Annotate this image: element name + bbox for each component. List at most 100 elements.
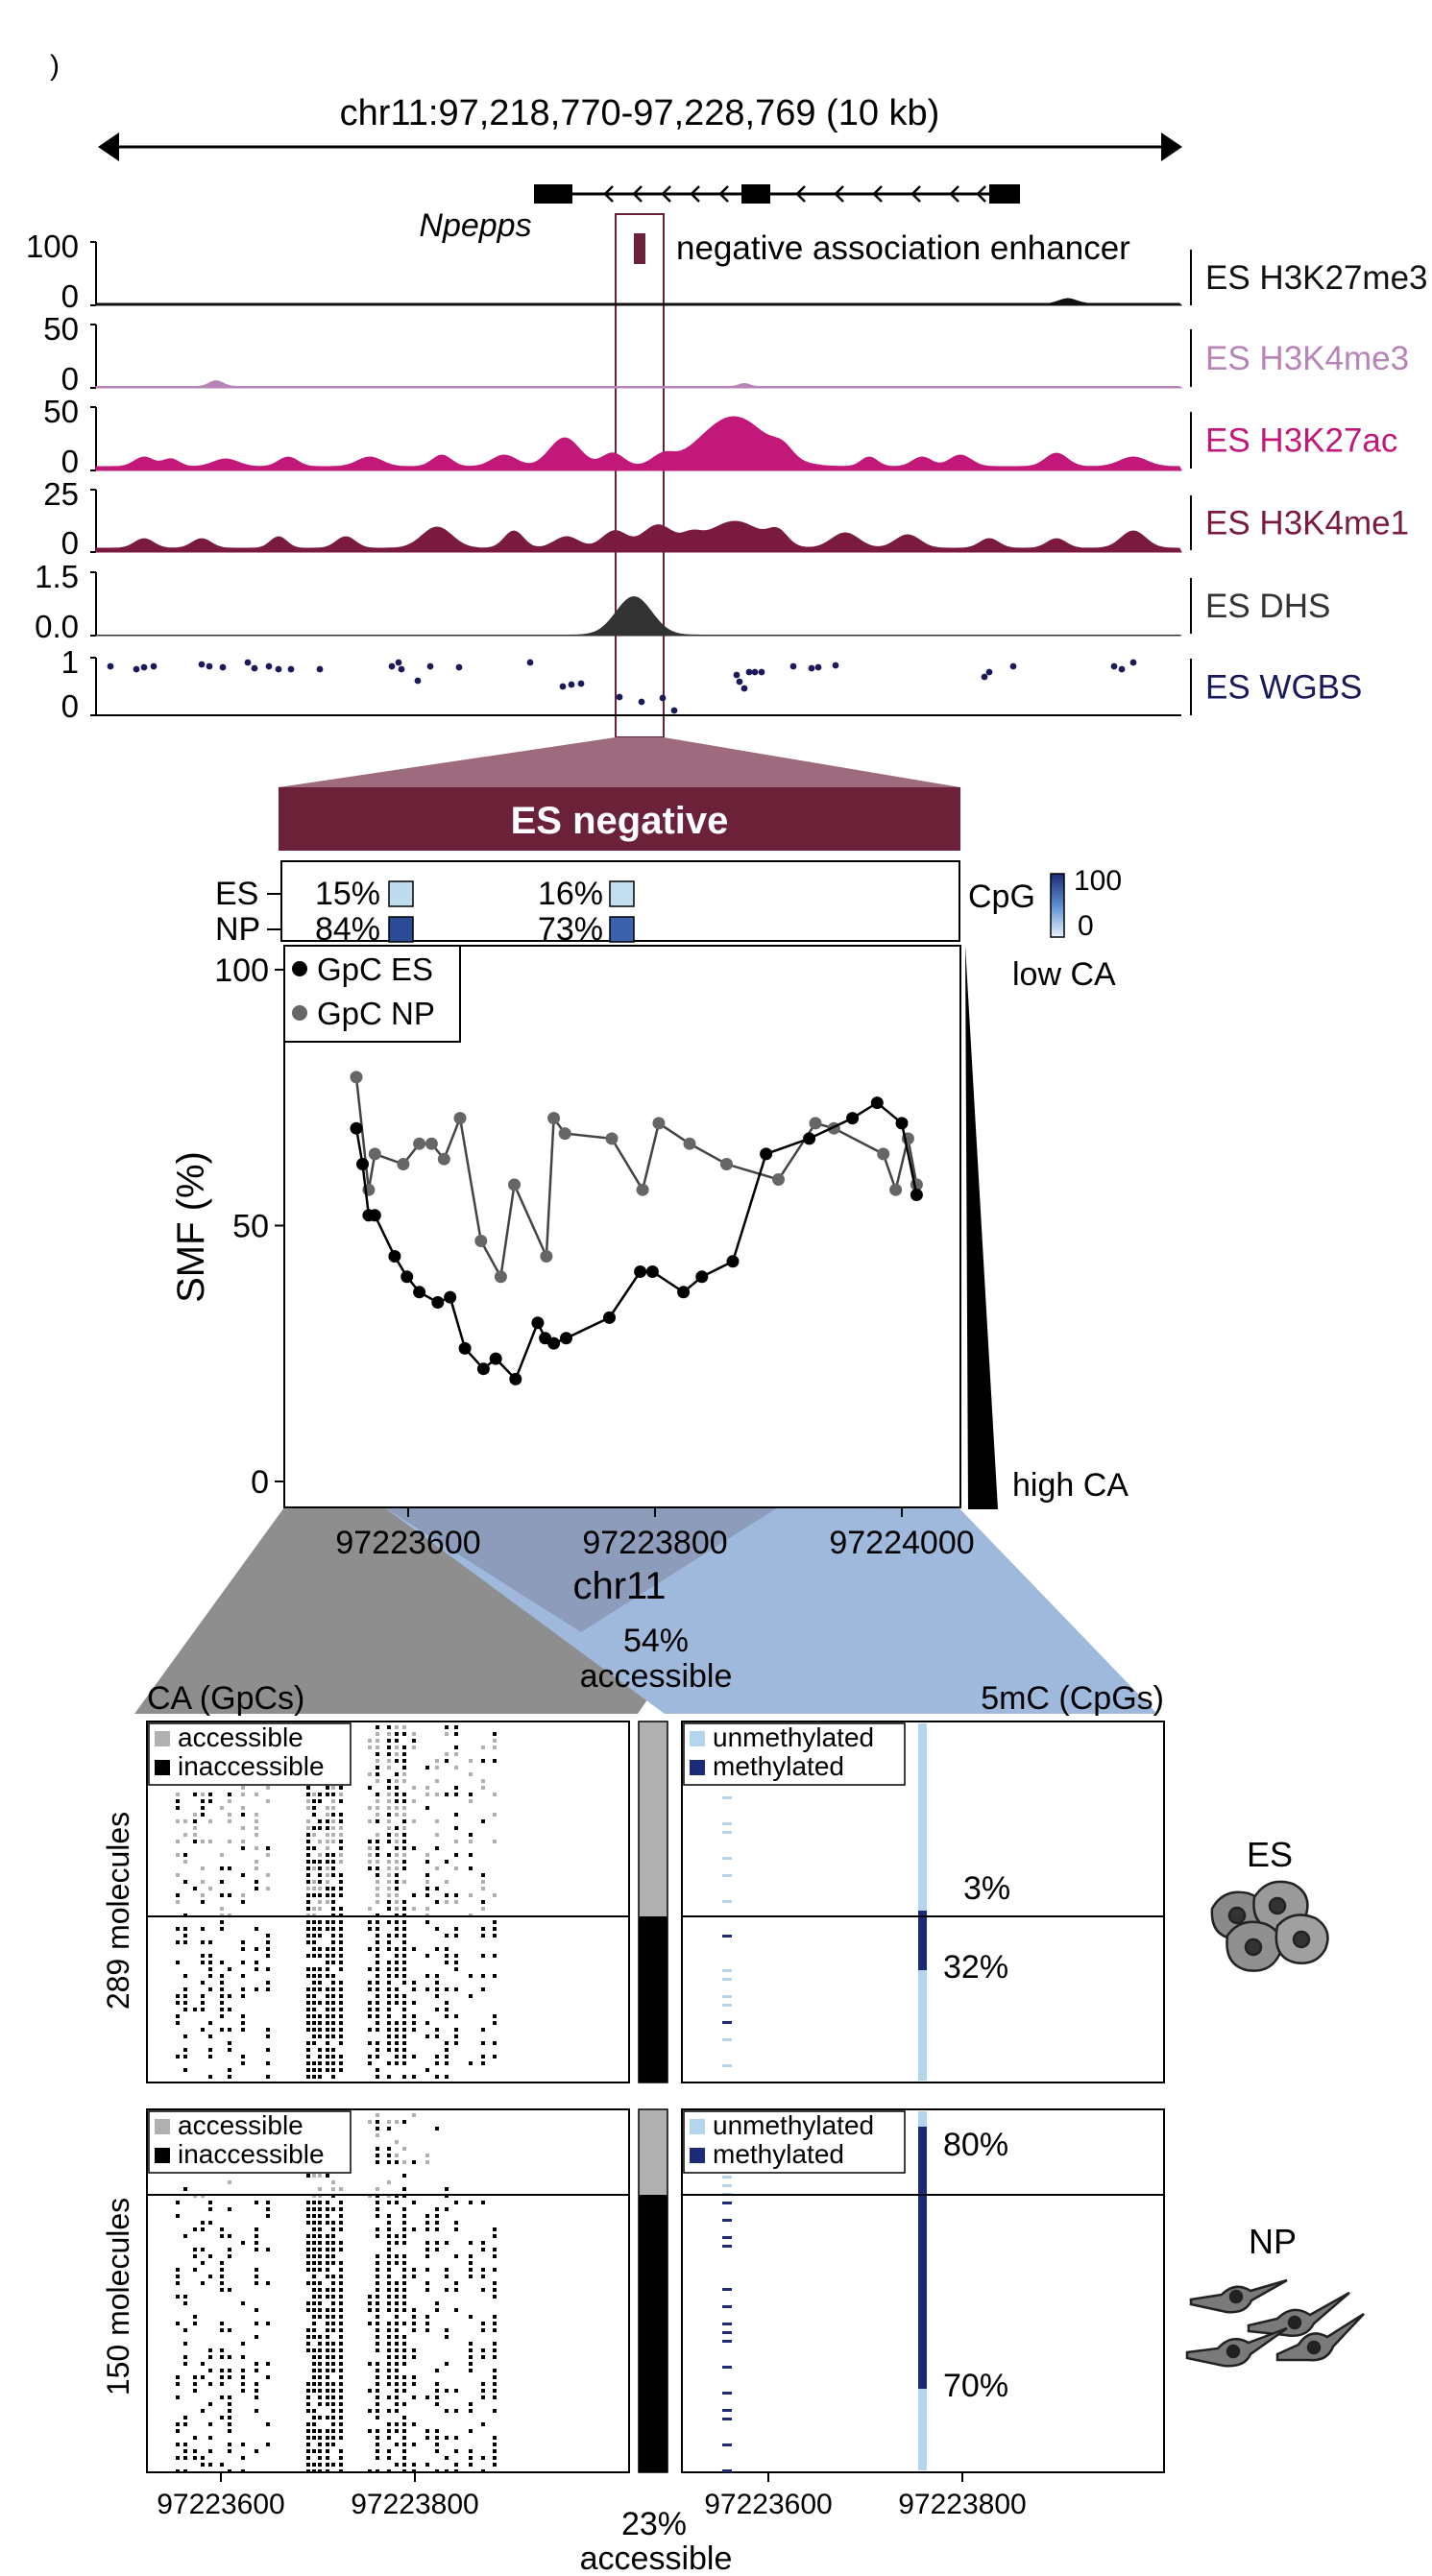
bottom-accessible-pct: 23% <box>621 2506 687 2542</box>
track-es-h3k4me3: 50 0 ES H3K4me3 <box>43 311 1409 397</box>
ca-scale-bottom: high CA <box>1012 1467 1129 1504</box>
data-point-np <box>368 1147 381 1161</box>
data-point-np <box>413 1137 426 1150</box>
wgbs-point <box>659 694 667 702</box>
data-point-es <box>413 1286 426 1299</box>
wgbs-point <box>1110 662 1118 670</box>
data-point-np <box>350 1071 363 1084</box>
cpg-colorbar <box>1050 873 1065 938</box>
track-min-label: 0 <box>61 278 79 314</box>
zoom-title-banner <box>279 787 960 851</box>
wgbs-point <box>751 668 759 676</box>
data-point-es <box>509 1372 522 1385</box>
data-point-np <box>425 1137 438 1150</box>
wgbs-point <box>789 662 797 670</box>
wgbs-point <box>316 665 324 673</box>
cpg-pct-a: 84% <box>315 911 380 948</box>
wgbs-point <box>985 668 993 676</box>
track-min-label: 0 <box>61 525 79 561</box>
wgbs-point <box>559 683 567 690</box>
ca-scale-wedge <box>965 946 998 1509</box>
cpg-swatch-a <box>388 916 414 943</box>
track-max-label: 1 <box>61 644 79 680</box>
mc-panel-title: 5mC (CpGs) <box>981 1680 1164 1717</box>
cpg-swatch-b <box>609 880 635 907</box>
gene-name: Npepps <box>419 207 531 244</box>
ca-scale-top: low CA <box>1012 956 1116 993</box>
wgbs-point <box>140 663 148 671</box>
cpg-row-label: ES <box>215 876 258 912</box>
accessibility-bar-es <box>638 1721 668 2083</box>
legend-unmethylated: unmethylated <box>713 1722 874 1752</box>
top-accessible-pct: 54% <box>623 1623 689 1659</box>
track-name: ES H3K27me3 <box>1205 259 1428 297</box>
locus-span-arrow <box>98 132 1182 161</box>
single-molecule-panels: accessibleinaccessibleunmethylatedmethyl… <box>146 1721 1165 2482</box>
wgbs-point <box>814 663 822 671</box>
wgbs-point <box>808 664 815 672</box>
track-min-label: 0 <box>61 444 79 479</box>
track-es-h3k4me1: 25 0 ES H3K4me1 <box>43 476 1409 561</box>
legend-methylated: methylated <box>713 2139 844 2169</box>
legend-inaccessible: inaccessible <box>178 1751 325 1781</box>
wgbs-point <box>577 680 585 687</box>
data-point-np <box>474 1235 488 1247</box>
wgbs-point <box>426 662 434 670</box>
data-point-np <box>494 1270 507 1284</box>
track-max-label: 50 <box>43 311 79 347</box>
legend-marker-es <box>292 961 307 976</box>
wgbs-point <box>638 698 645 706</box>
wgbs-point <box>395 659 402 666</box>
wgbs-point <box>1009 662 1017 670</box>
data-point-np <box>683 1137 696 1150</box>
data-point-np <box>720 1158 733 1170</box>
strand-arrow-10 <box>976 185 986 203</box>
data-point-es <box>846 1112 860 1125</box>
cpg-pct-a: 15% <box>315 876 380 912</box>
data-point-es <box>547 1336 561 1350</box>
track-es-dhs: 1.5 0.0 ES DHS <box>35 559 1330 644</box>
wgbs-point <box>275 665 282 673</box>
np-molecule-count: 150 molecules <box>101 2198 135 2395</box>
data-point-es <box>760 1147 773 1161</box>
np-methyl-pct-top: 80% <box>943 2127 1008 2163</box>
wgbs-point <box>219 663 227 671</box>
data-point-es <box>489 1352 502 1365</box>
track-name: ES H3K4me3 <box>1205 340 1409 377</box>
cell-label-es: ES <box>1247 1835 1293 1874</box>
track-max-label: 100 <box>26 229 79 264</box>
strand-arrow-0 <box>603 185 614 203</box>
cpg-swatch-b <box>609 916 635 943</box>
wgbs-point <box>736 678 743 686</box>
wgbs-point <box>251 664 258 672</box>
track-max-label: 25 <box>43 476 79 512</box>
strand-arrow-2 <box>661 185 671 203</box>
legend-inaccessible: inaccessible <box>178 2139 325 2169</box>
track-signal <box>95 596 1182 637</box>
data-point-np <box>397 1158 410 1170</box>
data-point-np <box>605 1132 619 1145</box>
bottom-accessible-word: accessible <box>580 2540 733 2576</box>
cpg-scale-label: CpG <box>968 879 1035 915</box>
smf-legend: GpC ES GpC NP <box>283 945 461 1043</box>
data-point-es <box>458 1341 472 1355</box>
data-point-np <box>652 1117 666 1130</box>
data-point-es <box>603 1311 616 1324</box>
strand-arrow-1 <box>632 185 643 203</box>
smf-chart: 100 50 0 97223600 97223800 97224000 <box>214 952 974 1561</box>
track-min-label: 0 <box>61 688 79 724</box>
track-min-label: 0.0 <box>35 609 79 644</box>
data-point-es <box>531 1316 545 1330</box>
legend-es-label: GpC ES <box>317 951 433 987</box>
wgbs-point <box>1129 659 1137 666</box>
data-point-es <box>870 1096 884 1110</box>
wgbs-point <box>616 693 623 701</box>
legend-unmethylated: unmethylated <box>713 2110 874 2140</box>
locus-coordinates: chr11:97,218,770-97,228,769 (10 kb) <box>340 93 940 133</box>
ca-panel-title: CA (GpCs) <box>147 1680 304 1717</box>
wgbs-point <box>150 662 158 670</box>
data-point-es <box>431 1296 445 1309</box>
enhancer-region-box <box>615 213 665 738</box>
data-point-es <box>895 1117 909 1130</box>
